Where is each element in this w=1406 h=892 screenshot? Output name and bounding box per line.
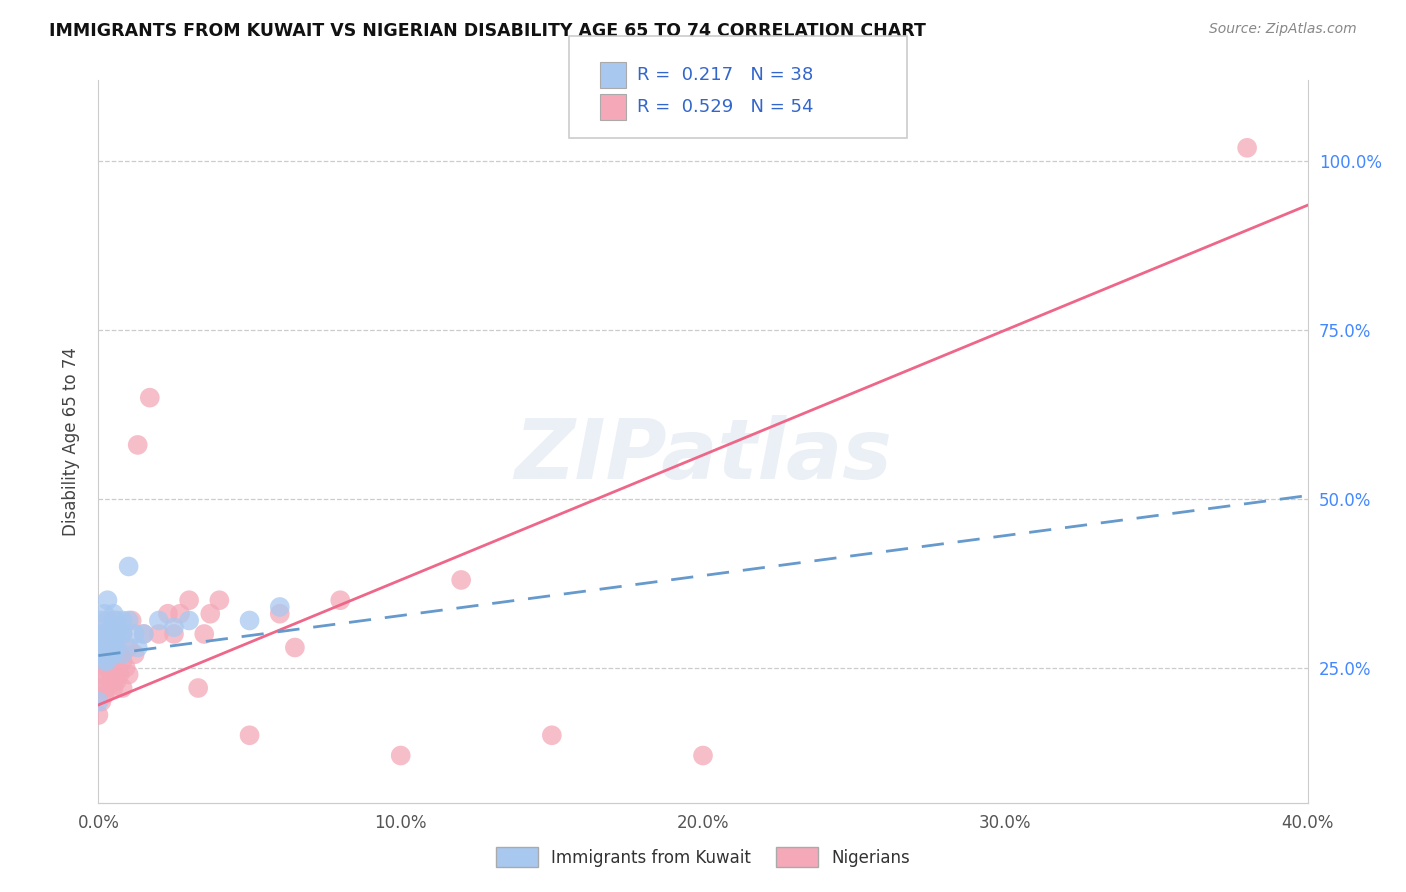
Point: [108, 620, 131, 634]
Point: [111, 681, 134, 695]
Point: [540, 728, 562, 742]
Point: [139, 391, 162, 405]
Point: [90, 694, 112, 708]
Point: [118, 559, 141, 574]
Point: [105, 640, 128, 655]
Point: [93, 607, 115, 621]
Point: [132, 627, 155, 641]
Point: [108, 667, 131, 681]
Point: [156, 607, 179, 621]
Point: [93, 688, 115, 702]
Point: [111, 614, 134, 628]
Point: [200, 607, 222, 621]
Text: R =  0.217   N = 38: R = 0.217 N = 38: [637, 66, 813, 84]
Point: [96, 640, 118, 655]
Point: [450, 573, 472, 587]
Point: [87, 708, 110, 723]
Point: [208, 593, 231, 607]
Point: [90, 667, 112, 681]
Point: [100, 620, 122, 634]
Point: [389, 748, 412, 763]
Point: [103, 633, 125, 648]
Point: [193, 627, 215, 641]
Point: [90, 614, 112, 628]
Point: [105, 627, 128, 641]
Point: [103, 661, 125, 675]
Point: [90, 647, 112, 661]
Point: [239, 728, 262, 742]
Point: [118, 667, 141, 681]
Point: [103, 614, 125, 628]
Point: [169, 607, 191, 621]
Point: [187, 681, 209, 695]
Point: [124, 647, 146, 661]
Point: [111, 654, 134, 668]
Point: [90, 633, 112, 648]
Point: [96, 593, 118, 607]
Point: [103, 647, 125, 661]
Point: [179, 593, 201, 607]
Point: [269, 607, 291, 621]
Point: [93, 654, 115, 668]
Point: [100, 654, 122, 668]
Point: [124, 627, 146, 641]
Point: [96, 681, 118, 695]
Point: [96, 627, 118, 641]
Point: [114, 661, 136, 675]
Point: [93, 667, 115, 681]
Point: [100, 647, 122, 661]
Point: [100, 674, 122, 689]
Point: [127, 640, 149, 655]
Point: [111, 627, 134, 641]
Point: [87, 627, 110, 641]
Point: [96, 640, 118, 655]
Point: [118, 640, 141, 655]
Point: [111, 647, 134, 661]
Point: [269, 599, 291, 614]
Point: [148, 614, 170, 628]
Point: [96, 661, 118, 675]
Point: [692, 748, 714, 763]
Point: [121, 614, 143, 628]
Point: [93, 627, 115, 641]
Point: [103, 640, 125, 655]
Point: [127, 438, 149, 452]
Y-axis label: Disability Age 65 to 74: Disability Age 65 to 74: [62, 347, 80, 536]
Point: [87, 694, 110, 708]
Point: [96, 614, 118, 628]
Legend: Immigrants from Kuwait, Nigerians: Immigrants from Kuwait, Nigerians: [489, 840, 917, 874]
Point: [100, 633, 122, 648]
Point: [93, 640, 115, 655]
Point: [90, 647, 112, 661]
Text: R =  0.529   N = 54: R = 0.529 N = 54: [637, 98, 814, 116]
Point: [118, 614, 141, 628]
Point: [163, 627, 186, 641]
Text: IMMIGRANTS FROM KUWAIT VS NIGERIAN DISABILITY AGE 65 TO 74 CORRELATION CHART: IMMIGRANTS FROM KUWAIT VS NIGERIAN DISAB…: [49, 22, 927, 40]
Text: Source: ZipAtlas.com: Source: ZipAtlas.com: [1209, 22, 1357, 37]
Point: [103, 607, 125, 621]
Point: [105, 614, 128, 628]
Point: [93, 647, 115, 661]
Point: [132, 627, 155, 641]
Point: [100, 633, 122, 648]
Point: [105, 674, 128, 689]
Point: [105, 654, 128, 668]
Point: [148, 627, 170, 641]
Point: [111, 627, 134, 641]
Point: [1236, 141, 1258, 155]
Point: [163, 620, 186, 634]
Point: [105, 627, 128, 641]
Point: [329, 593, 352, 607]
Point: [108, 633, 131, 648]
Point: [103, 681, 125, 695]
Point: [96, 654, 118, 668]
Point: [239, 614, 262, 628]
Point: [108, 647, 131, 661]
Point: [284, 640, 307, 655]
Point: [179, 614, 201, 628]
Point: [103, 620, 125, 634]
Point: [87, 681, 110, 695]
Text: ZIPatlas: ZIPatlas: [515, 416, 891, 497]
Point: [93, 627, 115, 641]
